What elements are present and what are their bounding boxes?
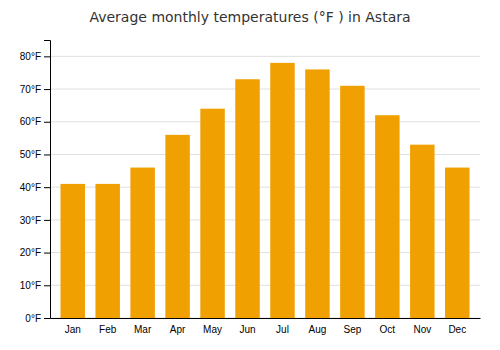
tick: Jul (276, 324, 289, 335)
tick: 60°F (20, 116, 50, 127)
plot: 0°F 10°F 20°F 30°F 40°F 50°F 60°F 70°F 80°F Jan Fe… (20, 41, 481, 336)
tick-mark (44, 122, 50, 123)
tick-label: Oct (380, 324, 396, 335)
tick-label: 0°F (25, 313, 41, 324)
title: Average monthly temperatures (°F ) in As… (89, 9, 410, 25)
tick-label: Nov (413, 324, 431, 335)
tick: 80°F (20, 51, 50, 62)
tick-mark (44, 285, 50, 286)
bar (270, 63, 294, 318)
tick: Oct (380, 324, 396, 335)
bar (410, 145, 434, 318)
tick: Jan (65, 324, 81, 335)
grid-line (50, 56, 480, 57)
tick-label: 50°F (20, 149, 41, 160)
tick: Apr (170, 324, 186, 335)
tick: 70°F (20, 84, 50, 95)
tick: Dec (448, 324, 466, 335)
tick-label: 20°F (20, 247, 41, 258)
tick-label: Jun (239, 324, 255, 335)
bar (340, 86, 364, 318)
tick-mark (44, 253, 50, 254)
tick-mark (44, 89, 50, 90)
axis-line (44, 41, 51, 319)
tick-label: Sep (343, 324, 361, 335)
tick-label: Aug (309, 324, 327, 335)
tick: 10°F (20, 280, 50, 291)
chart: 0°F 10°F 20°F 30°F 40°F 50°F 60°F 70°F 80°F Jan Fe… (0, 0, 500, 350)
tick: 30°F (20, 215, 50, 226)
bar (60, 184, 84, 318)
tick: Feb (99, 324, 117, 335)
y-axis: 0°F 10°F 20°F 30°F 40°F 50°F 60°F 70°F 80°F (20, 41, 51, 324)
tick-mark (44, 154, 50, 155)
tick-label: Apr (170, 324, 186, 335)
grid-line (50, 89, 480, 90)
tick-label: 70°F (20, 84, 41, 95)
bar (165, 135, 189, 318)
bar (235, 79, 259, 318)
x-axis: Jan Feb Mar Apr May Jun Jul Aug Sep Oct Nov Dec (51, 319, 481, 336)
tick-label: Feb (99, 324, 117, 335)
tick-label: 10°F (20, 280, 41, 291)
tick-label: Dec (448, 324, 466, 335)
tick: Nov (413, 324, 431, 335)
tick: Jun (239, 324, 255, 335)
tick: Mar (134, 324, 152, 335)
tick: 0°F (25, 313, 50, 324)
bar (375, 115, 399, 318)
tick: 20°F (20, 247, 50, 258)
tick-label: 30°F (20, 215, 41, 226)
tick-mark (44, 56, 50, 57)
bar (130, 168, 154, 318)
grid-line (50, 121, 480, 122)
tick: 50°F (20, 149, 50, 160)
tick: Sep (343, 324, 361, 335)
axis-line (51, 318, 481, 319)
tick: May (203, 324, 222, 335)
bar (305, 69, 329, 318)
bar (445, 168, 469, 318)
tick-label: 40°F (20, 182, 41, 193)
tick: 40°F (20, 182, 50, 193)
tick-label: 60°F (20, 116, 41, 127)
tick-label: May (203, 324, 222, 335)
tick-mark (44, 187, 50, 188)
tick: Aug (309, 324, 327, 335)
grid (50, 56, 480, 318)
bars (60, 63, 469, 318)
bar (95, 184, 119, 318)
tick-label: 80°F (20, 51, 41, 62)
tick-mark (44, 318, 50, 319)
tick-label: Jul (276, 324, 289, 335)
tick-label: Mar (134, 324, 152, 335)
tick-mark (44, 220, 50, 221)
tick-label: Jan (65, 324, 81, 335)
bar (200, 109, 224, 318)
